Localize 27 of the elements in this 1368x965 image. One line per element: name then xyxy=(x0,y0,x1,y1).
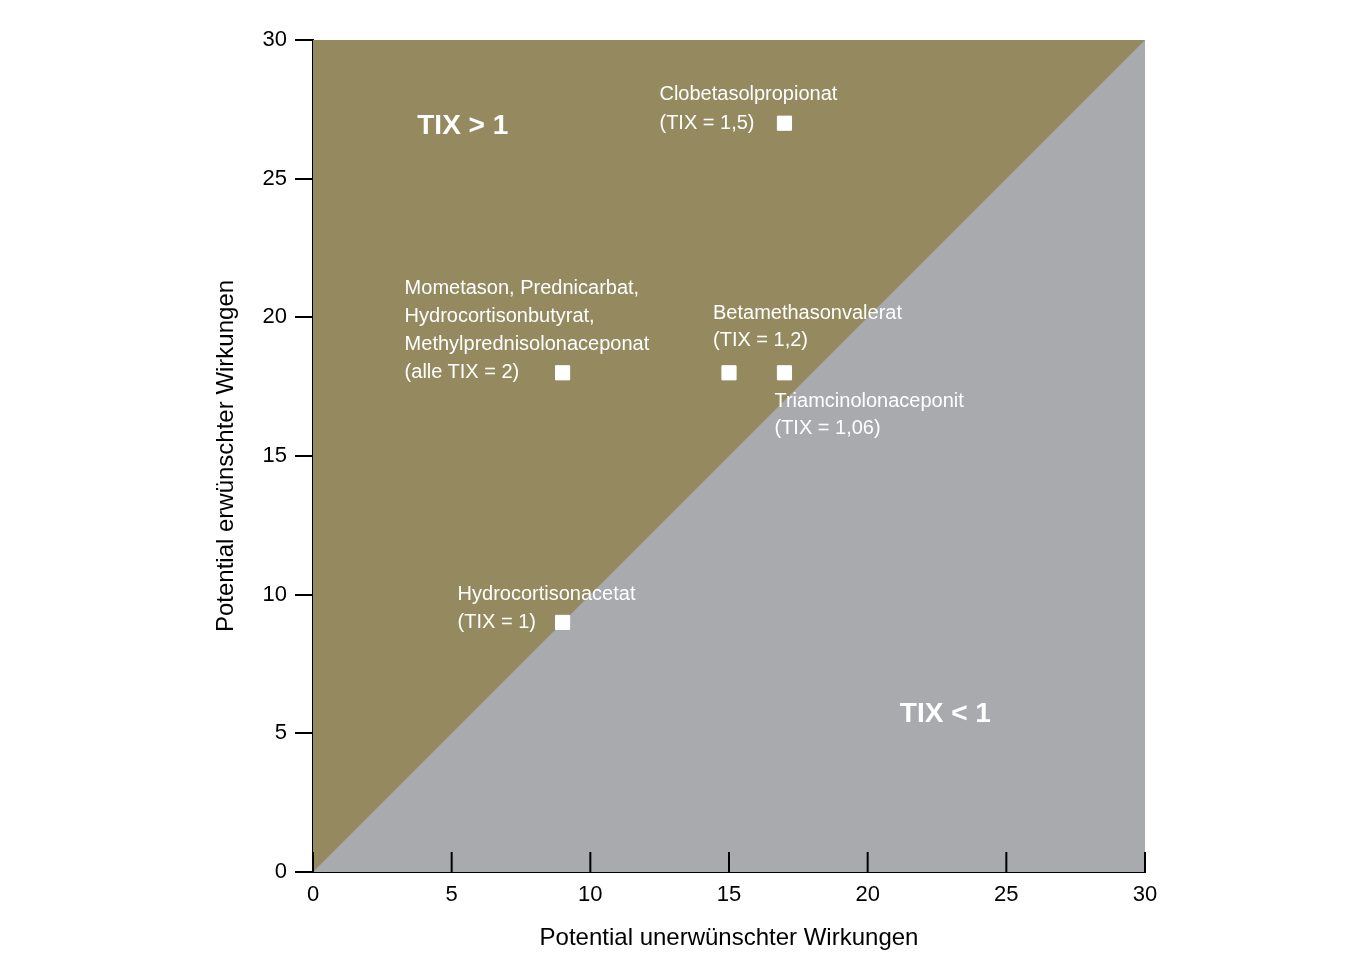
x-tick-label: 20 xyxy=(855,881,880,907)
annotation: Hydrocortisonacetat (TIX = 1) xyxy=(457,581,636,632)
y-tick-label: 5 xyxy=(274,719,287,745)
point xyxy=(721,365,737,381)
y-tick-label: 15 xyxy=(262,442,287,468)
annotation: TIX > 1 xyxy=(417,108,509,140)
y-tick-label: 20 xyxy=(262,303,287,329)
y-tick-label: 25 xyxy=(262,164,287,190)
annotation: Clobetasolpropionat (TIX = 1,5) xyxy=(659,81,838,133)
x-tick-label: 15 xyxy=(716,881,742,907)
x-tick-label: 10 xyxy=(578,881,603,907)
annotation: TIX < 1 xyxy=(899,696,991,728)
x-tick-label: 5 xyxy=(445,881,458,907)
y-tick-label: 0 xyxy=(274,858,287,884)
y-tick-label: 30 xyxy=(262,26,287,52)
x-tick-label: 0 xyxy=(306,881,320,907)
annotation: Betamethasonvalerat (TIX = 1,2) xyxy=(713,301,903,351)
point xyxy=(776,115,793,131)
x-tick-label: 25 xyxy=(994,881,1019,907)
annotation: Mometason, Prednicarbat, Hydrocortisonbutyrat, Methylprednisolonaceponat (alle TIX = 2) xyxy=(404,276,650,383)
point xyxy=(555,614,571,630)
x-tick-label: 30 xyxy=(1132,881,1158,907)
point xyxy=(555,365,571,381)
y-tick-label: 10 xyxy=(262,580,287,606)
x-axis-title: Potential unerwünschter Wirkungen xyxy=(539,923,919,951)
point xyxy=(776,365,793,381)
y-axis-title: Potential erwünschter Wirkungen xyxy=(211,279,239,633)
